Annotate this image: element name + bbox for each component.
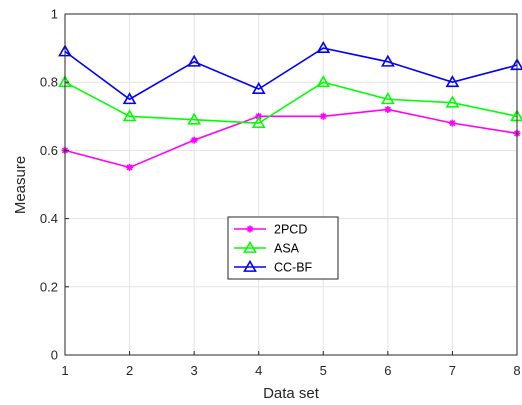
- legend-entry-cc-bf: CC-BF: [234, 259, 313, 275]
- marker-stroke: [320, 113, 327, 120]
- data-point-asa: [445, 95, 460, 108]
- data-point-asa: [251, 116, 266, 129]
- y-tick-label: 0.6: [40, 143, 58, 158]
- marker-stroke: [246, 225, 254, 233]
- x-tick-label: 6: [384, 363, 391, 378]
- legend-marker: [243, 259, 257, 272]
- x-tick-label: 7: [449, 363, 456, 378]
- legend-label: 2PCD: [274, 223, 307, 237]
- x-tick-label: 3: [191, 363, 198, 378]
- data-point-2pcd: [448, 119, 456, 127]
- plot-frame: [64, 13, 518, 356]
- data-point-asa: [122, 109, 137, 122]
- x-tick-label: 2: [126, 363, 133, 378]
- x-tick-label: 8: [513, 363, 520, 378]
- marker-stroke: [191, 137, 198, 144]
- series-line-2pcd: [64, 108, 518, 169]
- data-point-cc-bf: [445, 75, 460, 88]
- y-tick-label: 0.8: [40, 75, 58, 90]
- x-tick-label: 4: [255, 363, 262, 378]
- data-point-cc-bf: [380, 54, 395, 67]
- y-tick-label: 1: [51, 7, 58, 22]
- data-point-2pcd: [319, 112, 327, 120]
- data-point-asa: [380, 92, 395, 105]
- legend-entry-asa: ASA: [234, 240, 300, 256]
- legend-label: CC-BF: [274, 261, 313, 275]
- series-line-asa: [64, 81, 518, 124]
- y-tick-label: 0.2: [40, 279, 58, 294]
- data-point-cc-bf: [251, 81, 266, 94]
- legend-entry-2pcd: 2PCD: [234, 223, 307, 237]
- marker-stroke: [384, 106, 391, 113]
- x-axis-label: Data set: [263, 385, 320, 402]
- legend-label: ASA: [274, 242, 300, 256]
- data-point-cc-bf: [122, 92, 137, 105]
- data-point-asa: [316, 75, 331, 88]
- data-point-cc-bf: [316, 40, 331, 54]
- series-line-cc-bf: [64, 47, 518, 101]
- data-point-2pcd: [384, 105, 392, 113]
- y-tick-label: 0: [51, 348, 58, 363]
- legend: 2PCD ASA CC-BF: [227, 216, 339, 280]
- marker-stroke: [126, 164, 133, 171]
- data-point-cc-bf: [187, 54, 202, 67]
- data-point-asa: [187, 112, 202, 125]
- data-point-2pcd: [126, 163, 134, 171]
- x-tick-label: 1: [61, 363, 68, 378]
- marker-stroke: [449, 120, 456, 127]
- plot-area: [65, 14, 517, 355]
- y-tick-label: 0.4: [40, 211, 58, 226]
- data-point-2pcd: [190, 136, 198, 144]
- series-cc-bf: [58, 40, 522, 105]
- axis-ticks: 1 2 3 4 5 6 7 8 0 0.2 0.4 0.6 0.8 1: [40, 7, 521, 379]
- legend-marker: [243, 240, 257, 253]
- x-tick-label: 5: [320, 363, 327, 378]
- legend-marker: [246, 225, 254, 233]
- series-layer: [58, 40, 522, 171]
- y-axis-label: Measure: [12, 156, 29, 214]
